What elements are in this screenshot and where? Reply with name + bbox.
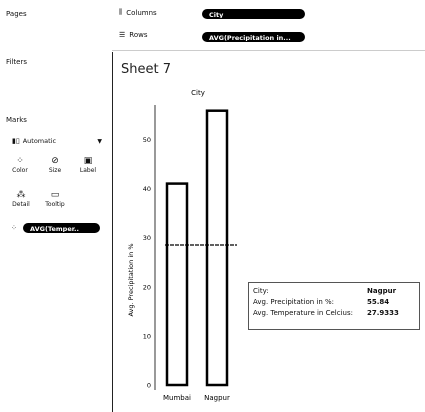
detail-button[interactable]: ⁂ Detail: [8, 190, 34, 208]
label-button[interactable]: ▣ Label: [75, 156, 101, 174]
tooltip-value: 55.84: [367, 298, 390, 306]
rows-icon: ☰: [119, 31, 126, 39]
y-tick-label: 40: [143, 185, 151, 193]
label-icon: ▣: [83, 156, 93, 166]
columns-icon: ⫼: [119, 8, 123, 16]
marks-type-dropdown[interactable]: ▮▯ Automatic ▼: [12, 137, 102, 145]
shelf-divider: [112, 50, 425, 51]
marks-pill-label: AVG(Temper..: [30, 225, 79, 233]
color-icon: ⁘: [16, 156, 24, 166]
tooltip-row-temp: Avg. Temperature in Celcius: 27.9333: [253, 308, 415, 319]
detail-label: Detail: [12, 201, 30, 208]
columns-shelf-label: ⫼ Columns: [119, 8, 157, 17]
size-label: Size: [48, 167, 62, 174]
marks-title: Marks: [6, 116, 27, 124]
tooltip-key: City:: [253, 287, 269, 295]
rows-pill-label: AVG(Precipitation in...: [209, 34, 291, 42]
y-axis-label: Avg. Precipitation in %: [127, 243, 135, 316]
column-header: City: [191, 89, 205, 97]
pages-title: Pages: [6, 10, 27, 18]
tooltip-row-city: City: Nagpur: [253, 286, 415, 297]
tooltip-key: Avg. Temperature in Celcius:: [253, 309, 353, 317]
columns-label-text: Columns: [126, 8, 157, 17]
x-tick-label: Nagpur: [204, 394, 230, 402]
tooltip-row-precip: Avg. Precipitation in %: 55.84: [253, 297, 415, 308]
rows-label-text: Rows: [129, 31, 148, 39]
marks-pill[interactable]: AVG(Temper..: [23, 223, 100, 233]
sheet-title: Sheet 7: [121, 62, 171, 77]
tooltip-button[interactable]: ▭ Tooltip: [42, 190, 68, 208]
panel-divider: [112, 52, 113, 412]
tooltip-value: Nagpur: [367, 287, 397, 295]
tooltip-key: Avg. Precipitation in %:: [253, 298, 335, 306]
chart: City Avg. Precipitation in % 0 10 20 30 40 50…: [127, 89, 237, 402]
tooltip-value: 27.9333: [367, 309, 399, 317]
color-label: Color: [12, 167, 28, 174]
bar-mumbai[interactable]: [165, 182, 189, 387]
tooltip-label: Tooltip: [45, 201, 65, 208]
y-tick-label: 20: [143, 283, 151, 291]
y-tick-label: 30: [143, 234, 151, 242]
tooltip-icon: ▭: [50, 190, 60, 200]
detail-icon: ⁂: [16, 190, 26, 200]
x-tick-label: Mumbai: [163, 394, 191, 402]
marks-type-value: Automatic: [22, 137, 57, 145]
size-button[interactable]: ⊘ Size: [42, 156, 68, 174]
chevron-down-icon: ▼: [97, 137, 102, 145]
label-label: Label: [79, 167, 97, 174]
tooltip-popup: City: Nagpur Avg. Precipitation in %: 55…: [248, 282, 420, 330]
rows-pill[interactable]: AVG(Precipitation in...: [202, 32, 305, 42]
filters-title: Filters: [6, 58, 27, 66]
color-button[interactable]: ⁘ Color: [7, 156, 33, 174]
detail-small-icon: ⁘: [11, 224, 17, 232]
size-icon: ⊘: [51, 156, 59, 166]
bar-chart-icon: ▮▯: [12, 137, 20, 145]
bar-nagpur[interactable]: [205, 109, 229, 387]
y-tick-label: 10: [143, 332, 151, 340]
y-tick-label: 50: [143, 136, 151, 144]
columns-pill[interactable]: City: [202, 9, 305, 19]
y-tick-label: 0: [147, 382, 151, 390]
rows-shelf-label: ☰ Rows: [119, 31, 148, 39]
left-panel: Pages Filters Marks ▮▯ Automatic ▼ ⁘ Col…: [0, 0, 112, 412]
columns-pill-label: City: [209, 11, 224, 19]
